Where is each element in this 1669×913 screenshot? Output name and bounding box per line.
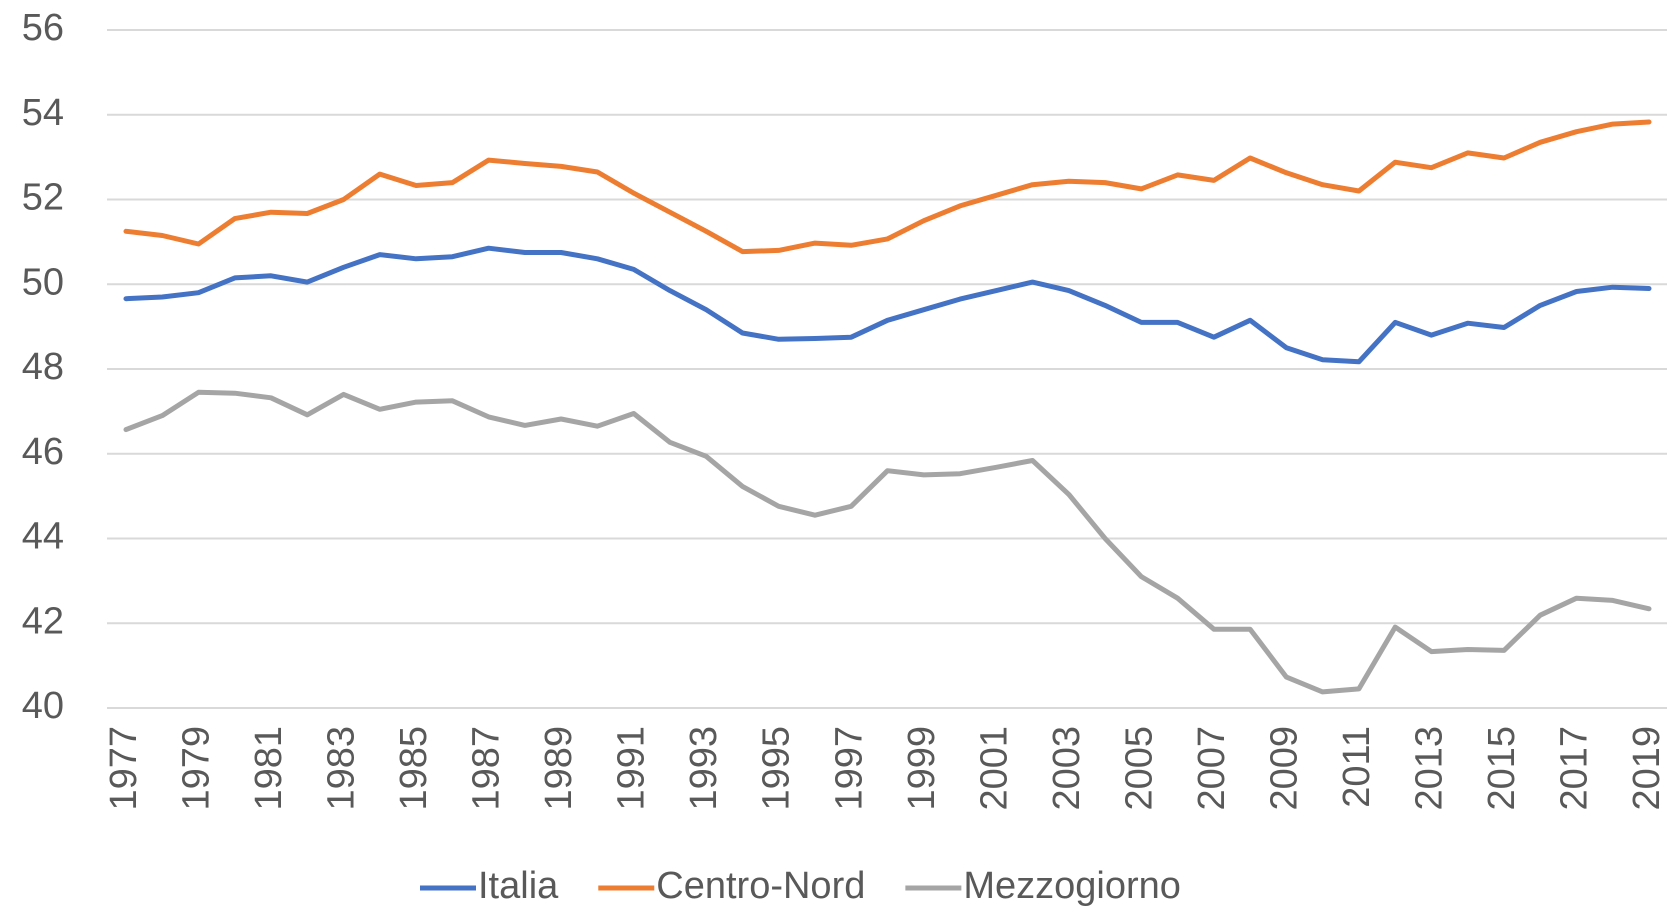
legend-label: Centro-Nord bbox=[656, 865, 865, 907]
x-tick-label: 1989 bbox=[538, 726, 580, 811]
x-tick-label: 1997 bbox=[828, 726, 870, 811]
line-series bbox=[123, 245, 1652, 365]
y-tick-label: 42 bbox=[22, 600, 64, 642]
y-tick-label: 40 bbox=[22, 685, 64, 727]
line-series bbox=[123, 119, 1652, 255]
x-tick-label: 1987 bbox=[466, 726, 508, 811]
y-tick-label: 50 bbox=[22, 261, 64, 303]
x-tick-label: 1979 bbox=[176, 726, 218, 811]
x-tick-label: 1983 bbox=[321, 726, 363, 811]
x-tick-label: 1995 bbox=[756, 726, 798, 811]
x-tick-label: 1977 bbox=[103, 726, 145, 811]
x-tick-label: 2001 bbox=[973, 726, 1015, 811]
legend-label: Mezzogiorno bbox=[963, 865, 1181, 907]
y-tick-label: 56 bbox=[22, 7, 64, 49]
line-series bbox=[123, 389, 1652, 695]
y-tick-label: 52 bbox=[22, 177, 64, 219]
y-tick-label: 46 bbox=[22, 431, 64, 473]
x-tick-label: 2003 bbox=[1046, 726, 1088, 811]
x-tick-label: 2015 bbox=[1481, 726, 1523, 811]
x-tick-label: 2007 bbox=[1191, 726, 1233, 811]
x-tick-label: 2013 bbox=[1408, 726, 1450, 811]
x-tick-label: 1991 bbox=[611, 726, 653, 811]
x-tick-label: 2019 bbox=[1626, 726, 1668, 811]
y-tick-label: 54 bbox=[22, 92, 64, 134]
x-tick-label: 2009 bbox=[1263, 726, 1305, 811]
y-tick-label: 48 bbox=[22, 346, 64, 388]
x-tick-label: 2011 bbox=[1336, 726, 1378, 808]
x-tick-label: 1981 bbox=[248, 726, 290, 811]
x-tick-label: 2005 bbox=[1118, 726, 1160, 811]
x-tick-label: 1985 bbox=[393, 726, 435, 811]
x-tick-label: 1999 bbox=[901, 726, 943, 811]
y-tick-label: 44 bbox=[22, 516, 64, 558]
x-tick-label: 1993 bbox=[683, 726, 725, 811]
legend-label: Italia bbox=[478, 865, 559, 907]
x-tick-label: 2017 bbox=[1554, 726, 1596, 811]
